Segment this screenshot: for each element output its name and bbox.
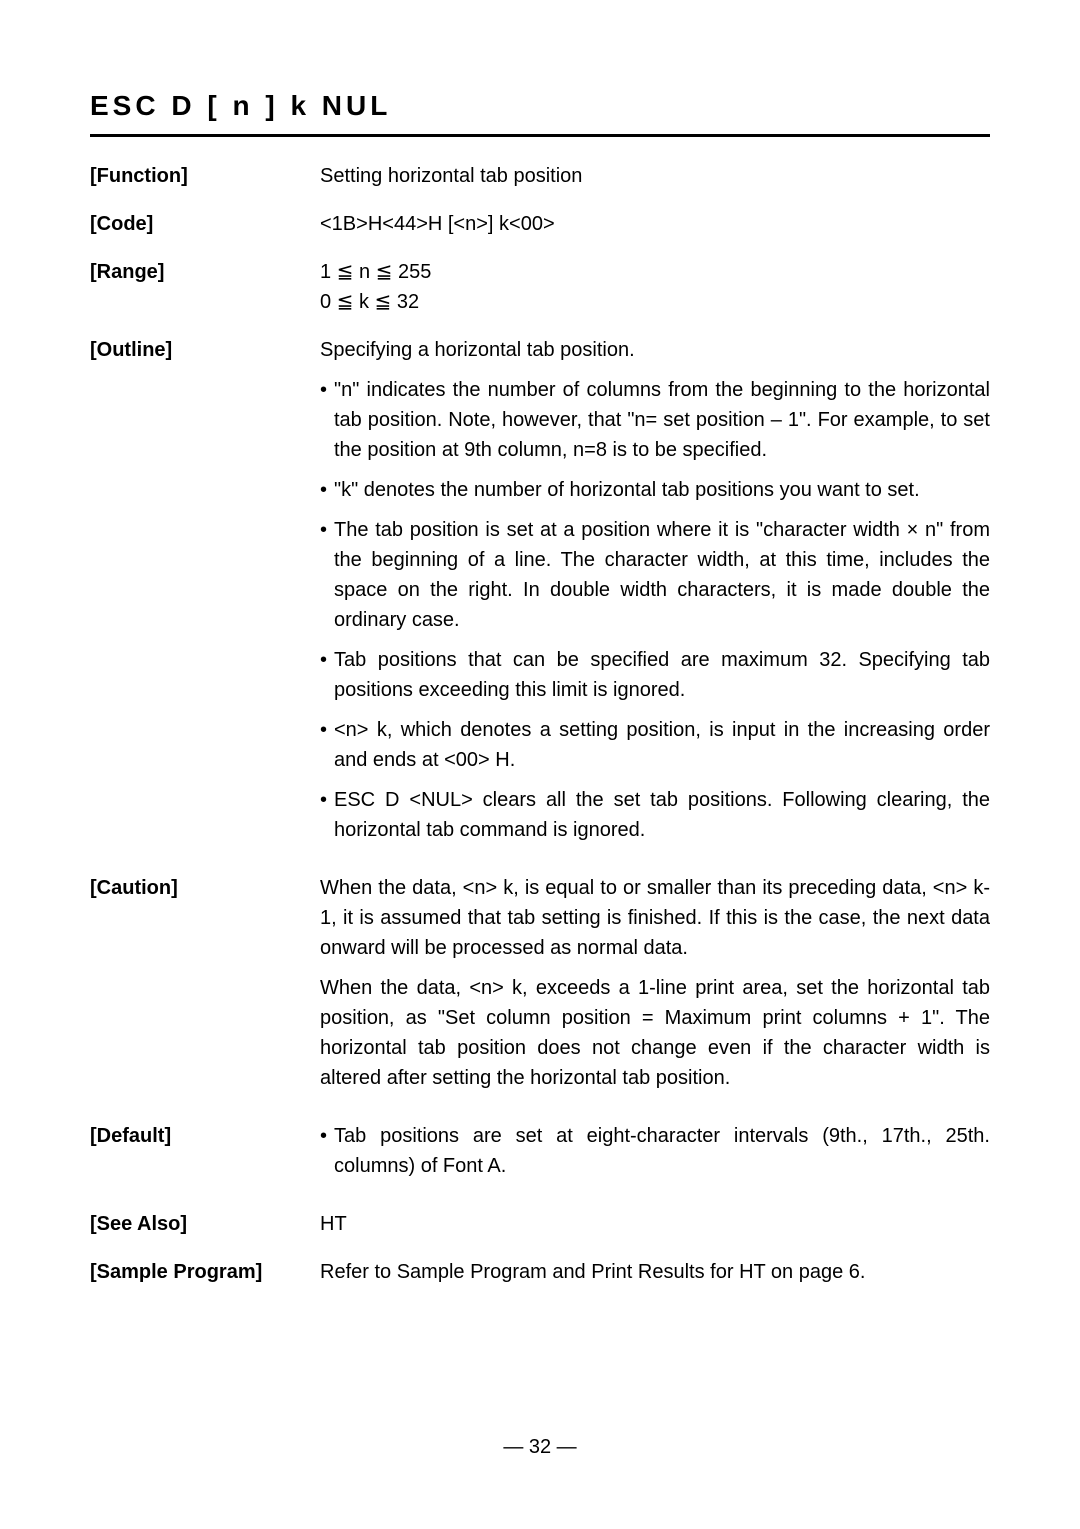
caution-para2: When the data, <n> k, exceeds a 1-line p… bbox=[320, 973, 990, 1093]
seealso-row: [See Also] HT bbox=[90, 1209, 990, 1239]
outline-bullet: •Tab positions that can be specified are… bbox=[320, 645, 990, 705]
bullet-text: The tab position is set at a position wh… bbox=[334, 515, 990, 635]
bullet-marker: • bbox=[320, 475, 334, 505]
sample-value: Refer to Sample Program and Print Result… bbox=[320, 1257, 990, 1287]
range-value: 1 ≦ n ≦ 255 0 ≦ k ≦ 32 bbox=[320, 257, 990, 317]
outline-bullet: •"k" denotes the number of horizontal ta… bbox=[320, 475, 990, 505]
code-label: [Code] bbox=[90, 209, 320, 239]
function-row: [Function] Setting horizontal tab positi… bbox=[90, 161, 990, 191]
caution-label: [Caution] bbox=[90, 873, 320, 1103]
page-number: — 32 — bbox=[0, 1436, 1080, 1459]
caution-value: When the data, <n> k, is equal to or sma… bbox=[320, 873, 990, 1103]
outline-bullet: •The tab position is set at a position w… bbox=[320, 515, 990, 635]
bullet-text: ESC D <NUL> clears all the set tab posit… bbox=[334, 785, 990, 845]
seealso-label: [See Also] bbox=[90, 1209, 320, 1239]
bullet-marker: • bbox=[320, 785, 334, 845]
bullet-text: "n" indicates the number of columns from… bbox=[334, 375, 990, 465]
bullet-marker: • bbox=[320, 1121, 334, 1181]
default-value: •Tab positions are set at eight-characte… bbox=[320, 1121, 990, 1191]
bullet-marker: • bbox=[320, 515, 334, 635]
command-title: ESC D [ n ] k NUL bbox=[90, 90, 990, 137]
outline-row: [Outline] Specifying a horizontal tab po… bbox=[90, 335, 990, 855]
bullet-text: Tab positions that can be specified are … bbox=[334, 645, 990, 705]
caution-row: [Caution] When the data, <n> k, is equal… bbox=[90, 873, 990, 1103]
bullet-marker: • bbox=[320, 645, 334, 705]
outline-bullet: •<n> k, which denotes a setting position… bbox=[320, 715, 990, 775]
code-row: [Code] <1B>H<44>H [<n>] k<00> bbox=[90, 209, 990, 239]
caution-para1: When the data, <n> k, is equal to or sma… bbox=[320, 873, 990, 963]
function-label: [Function] bbox=[90, 161, 320, 191]
bullet-text: <n> k, which denotes a setting position,… bbox=[334, 715, 990, 775]
function-value: Setting horizontal tab position bbox=[320, 161, 990, 191]
bullet-marker: • bbox=[320, 715, 334, 775]
sample-label: [Sample Program] bbox=[90, 1257, 320, 1287]
outline-bullet: •ESC D <NUL> clears all the set tab posi… bbox=[320, 785, 990, 845]
default-bullet: •Tab positions are set at eight-characte… bbox=[320, 1121, 990, 1181]
range-label: [Range] bbox=[90, 257, 320, 317]
range-line1: 1 ≦ n ≦ 255 bbox=[320, 257, 990, 287]
bullet-text: Tab positions are set at eight-character… bbox=[334, 1121, 990, 1181]
bullet-text: "k" denotes the number of horizontal tab… bbox=[334, 475, 990, 505]
outline-label: [Outline] bbox=[90, 335, 320, 855]
range-row: [Range] 1 ≦ n ≦ 255 0 ≦ k ≦ 32 bbox=[90, 257, 990, 317]
code-value: <1B>H<44>H [<n>] k<00> bbox=[320, 209, 990, 239]
outline-bullet: •"n" indicates the number of columns fro… bbox=[320, 375, 990, 465]
default-label: [Default] bbox=[90, 1121, 320, 1191]
sample-row: [Sample Program] Refer to Sample Program… bbox=[90, 1257, 990, 1287]
seealso-value: HT bbox=[320, 1209, 990, 1239]
outline-intro: Specifying a horizontal tab position. bbox=[320, 335, 990, 365]
default-row: [Default] •Tab positions are set at eigh… bbox=[90, 1121, 990, 1191]
outline-value: Specifying a horizontal tab position. •"… bbox=[320, 335, 990, 855]
range-line2: 0 ≦ k ≦ 32 bbox=[320, 287, 990, 317]
bullet-marker: • bbox=[320, 375, 334, 465]
